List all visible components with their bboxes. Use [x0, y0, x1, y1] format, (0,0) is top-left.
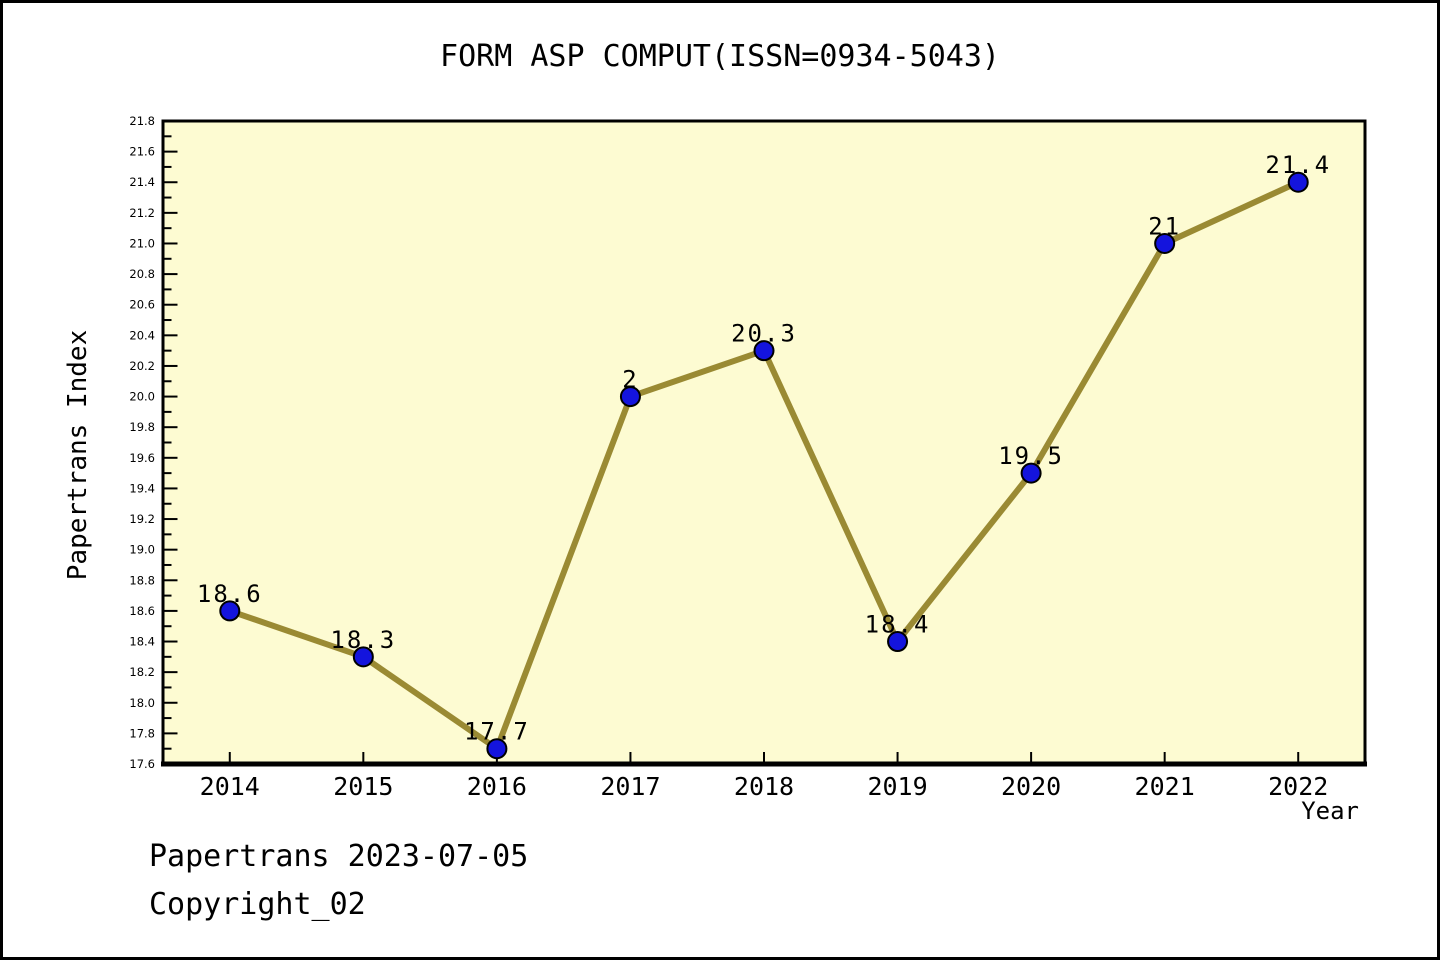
data-point-label: 21.4	[1265, 151, 1331, 179]
x-tick-label: 2019	[867, 772, 927, 801]
data-point-marker	[1020, 462, 1042, 484]
x-tick-label: 2022	[1268, 772, 1328, 801]
x-tick-label: 2015	[333, 772, 393, 801]
y-tick-label: 20.2	[129, 359, 155, 373]
data-point-marker	[887, 631, 909, 653]
y-tick-label: 19.6	[129, 451, 155, 465]
x-tick-label: 2020	[1001, 772, 1061, 801]
data-point-marker	[753, 340, 775, 362]
y-tick-label: 18.8	[129, 573, 155, 587]
data-point-label: 17.7	[464, 718, 530, 746]
data-point-label: 19.5	[998, 442, 1064, 470]
x-axis-title: Year	[1301, 797, 1359, 825]
data-point-label: 2	[622, 366, 638, 394]
x-tick-label: 2017	[600, 772, 660, 801]
y-tick-label: 19.0	[129, 543, 155, 557]
y-tick-label: 20.4	[129, 328, 155, 342]
line-chart: 17.6 17.8 18.0 18.2 18.4 18.6 18.8 19.0 19.2 19.4…	[129, 114, 1367, 801]
y-tick-label: 21.6	[129, 145, 155, 159]
x-tick-label: 2021	[1135, 772, 1195, 801]
y-tick-label: 19.8	[129, 420, 155, 434]
x-tick-label: 2016	[467, 772, 527, 801]
data-point-marker	[352, 646, 374, 668]
data-point-label: 18.3	[330, 626, 396, 654]
y-tick-label: 17.8	[129, 726, 155, 740]
data-point-label: 18.4	[865, 611, 931, 639]
data-point-label: 18.6	[197, 580, 263, 608]
data-point-marker	[1287, 171, 1309, 193]
y-tick-label: 21.8	[129, 114, 155, 128]
y-tick-label: 19.4	[129, 481, 155, 495]
chart-title: FORM ASP COMPUT(ISSN=0934-5043)	[440, 39, 1000, 74]
x-tick-label: 2018	[734, 772, 794, 801]
data-point-label: 20.3	[731, 320, 797, 348]
y-tick-label: 18.0	[129, 696, 155, 710]
footer-source-date: Papertrans 2023-07-05	[149, 839, 529, 874]
y-tick-label: 18.6	[129, 604, 155, 618]
y-tick-label: 20.0	[129, 390, 155, 404]
data-point-marker	[219, 600, 241, 622]
data-point-label: 21	[1148, 212, 1181, 240]
y-tick-label: 21.2	[129, 206, 155, 220]
y-tick-label: 17.6	[129, 757, 155, 771]
data-point-marker	[486, 738, 508, 760]
y-tick-label: 18.4	[129, 635, 155, 649]
y-tick-label: 21.4	[129, 175, 155, 189]
y-tick-label: 20.8	[129, 267, 155, 281]
y-tick-label: 21.0	[129, 236, 155, 250]
y-tick-label: 18.2	[129, 665, 155, 679]
data-point-marker	[1154, 232, 1176, 254]
footer-copyright: Copyright_02	[149, 887, 366, 922]
data-point-marker	[619, 386, 641, 408]
y-tick-label: 20.6	[129, 298, 155, 312]
plot-area	[163, 121, 1365, 764]
x-tick-label: 2014	[200, 772, 260, 801]
y-tick-label: 19.2	[129, 512, 155, 526]
